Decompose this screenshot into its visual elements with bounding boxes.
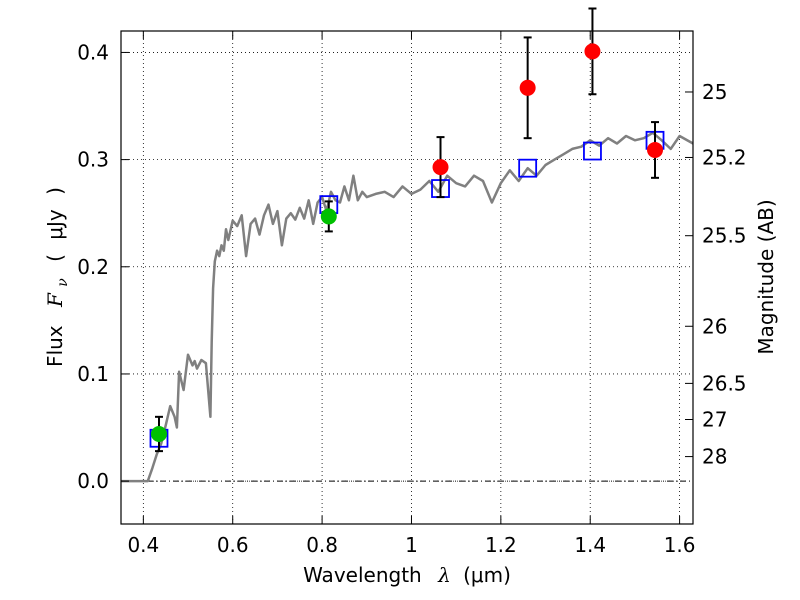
x-axis-label-unit: (μm): [463, 563, 511, 587]
model-photometry-point: [583, 141, 602, 161]
plot-area: [121, 7, 694, 483]
y-axis-label-unit: μJy: [43, 209, 67, 240]
y-tick-label: 0.2: [77, 255, 109, 279]
y2-tick-label: 25.5: [702, 224, 747, 248]
x-axis: 0.4 0.6 0.8 1 1.2 1.4 1.6: [127, 31, 696, 557]
plot-background: [121, 31, 693, 524]
y2-tick-label: 25: [702, 80, 727, 104]
x-tick-label: 1: [405, 533, 418, 557]
y-axis-label-subscript: ν: [55, 278, 71, 287]
x-tick-label: 0.8: [306, 533, 338, 557]
y-axis: 0.0 0.1 0.2 0.3 0.4: [77, 40, 129, 493]
y-tick-label: 0.0: [77, 469, 109, 493]
y2-tick-label: 26.5: [702, 371, 747, 395]
plot-frame: [120, 30, 694, 525]
model-photometry-point: [518, 158, 538, 178]
x-tick-label: 1.4: [574, 533, 606, 557]
x-tick-label: 1.2: [485, 533, 517, 557]
y-tick-label: 0.3: [77, 148, 109, 172]
x-tick-label: 0.6: [217, 533, 249, 557]
y2-axis-label: Magnitude (AB): [754, 199, 778, 354]
y2-tick-label: 27: [702, 408, 727, 432]
x-axis-label-symbol: λ: [437, 563, 451, 587]
observed-flux-point: [647, 141, 664, 158]
x-axis-label-text: Wavelength: [303, 563, 422, 587]
model-spectrum-line: [121, 131, 694, 483]
y2-tick-label: 25.2: [702, 145, 747, 169]
x-axis-label: Wavelength λ (μm): [303, 563, 511, 587]
observed-flux-point: [519, 79, 536, 96]
y-axis-label-text: Flux: [43, 325, 67, 367]
y-axis-label: Flux F ν ( μJy ): [43, 187, 72, 367]
y-axis-label-paren-close: ): [43, 187, 67, 195]
y2-tick-label: 28: [702, 445, 727, 469]
y-tick-label: 0.4: [77, 40, 109, 64]
x-tick-label: 1.6: [664, 533, 696, 557]
observed-flux-point: [150, 425, 167, 442]
y2-axis-magnitude: 25 25.2 25.5 26 26.5 27 28: [685, 80, 747, 469]
y-axis-label-symbol: F: [43, 292, 67, 308]
y-tick-label: 0.1: [77, 362, 109, 386]
x-tick-label: 0.4: [127, 533, 159, 557]
observed-flux-point: [584, 43, 601, 60]
observed-flux-point: [320, 208, 337, 225]
y-axis-label-paren-open: (: [43, 254, 67, 262]
observed-flux-point: [432, 159, 449, 176]
y2-tick-label: 26: [702, 314, 727, 338]
